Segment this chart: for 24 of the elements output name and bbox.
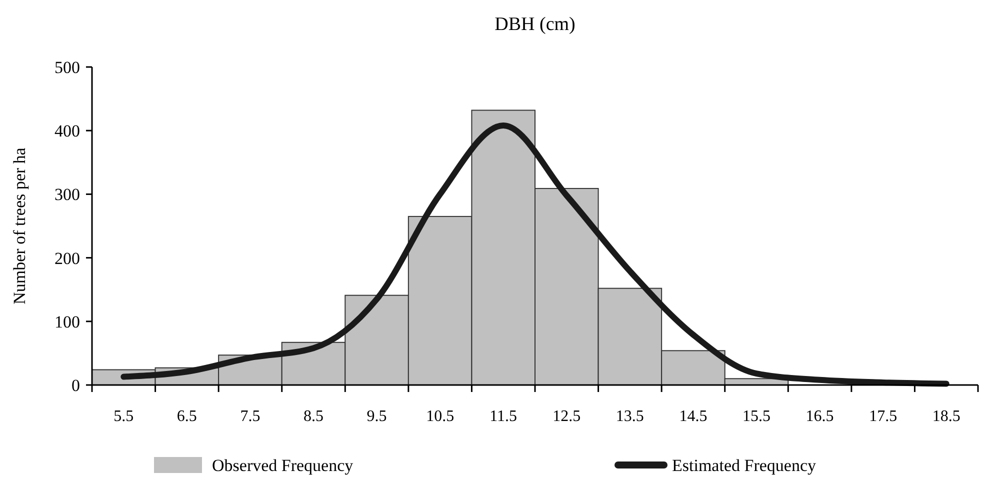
x-tick-label: 5.5 bbox=[114, 408, 134, 425]
legend-label: Observed Frequency bbox=[212, 456, 354, 475]
y-axis-title: Number of trees per ha bbox=[10, 147, 29, 304]
x-tick-label: 13.5 bbox=[616, 408, 644, 425]
y-tick-label: 500 bbox=[54, 58, 80, 77]
x-tick-label: 16.5 bbox=[806, 408, 834, 425]
x-tick-label: 10.5 bbox=[426, 408, 454, 425]
x-tick-label: 11.5 bbox=[490, 408, 518, 425]
x-tick-label: 17.5 bbox=[869, 408, 898, 425]
x-tick-label: 14.5 bbox=[679, 408, 708, 425]
y-tick-label: 300 bbox=[54, 185, 80, 204]
y-tick-label: 100 bbox=[54, 312, 80, 332]
x-tick-label: 15.5 bbox=[742, 408, 770, 425]
legend-label: Estimated Frequency bbox=[672, 456, 816, 475]
x-tick-label: 9.5 bbox=[366, 408, 387, 425]
x-tick-label: 18.5 bbox=[932, 408, 960, 425]
y-tick-label: 400 bbox=[54, 122, 80, 141]
x-tick-label: 12.5 bbox=[552, 408, 581, 425]
x-tick-label: 8.5 bbox=[304, 408, 324, 425]
x-tick-label: 7.5 bbox=[240, 408, 260, 425]
y-tick-label: 200 bbox=[54, 248, 80, 268]
x-tick-label: 6.5 bbox=[176, 408, 197, 425]
chart-title: DBH (cm) bbox=[494, 14, 576, 35]
y-tick-label: 0 bbox=[72, 376, 80, 395]
